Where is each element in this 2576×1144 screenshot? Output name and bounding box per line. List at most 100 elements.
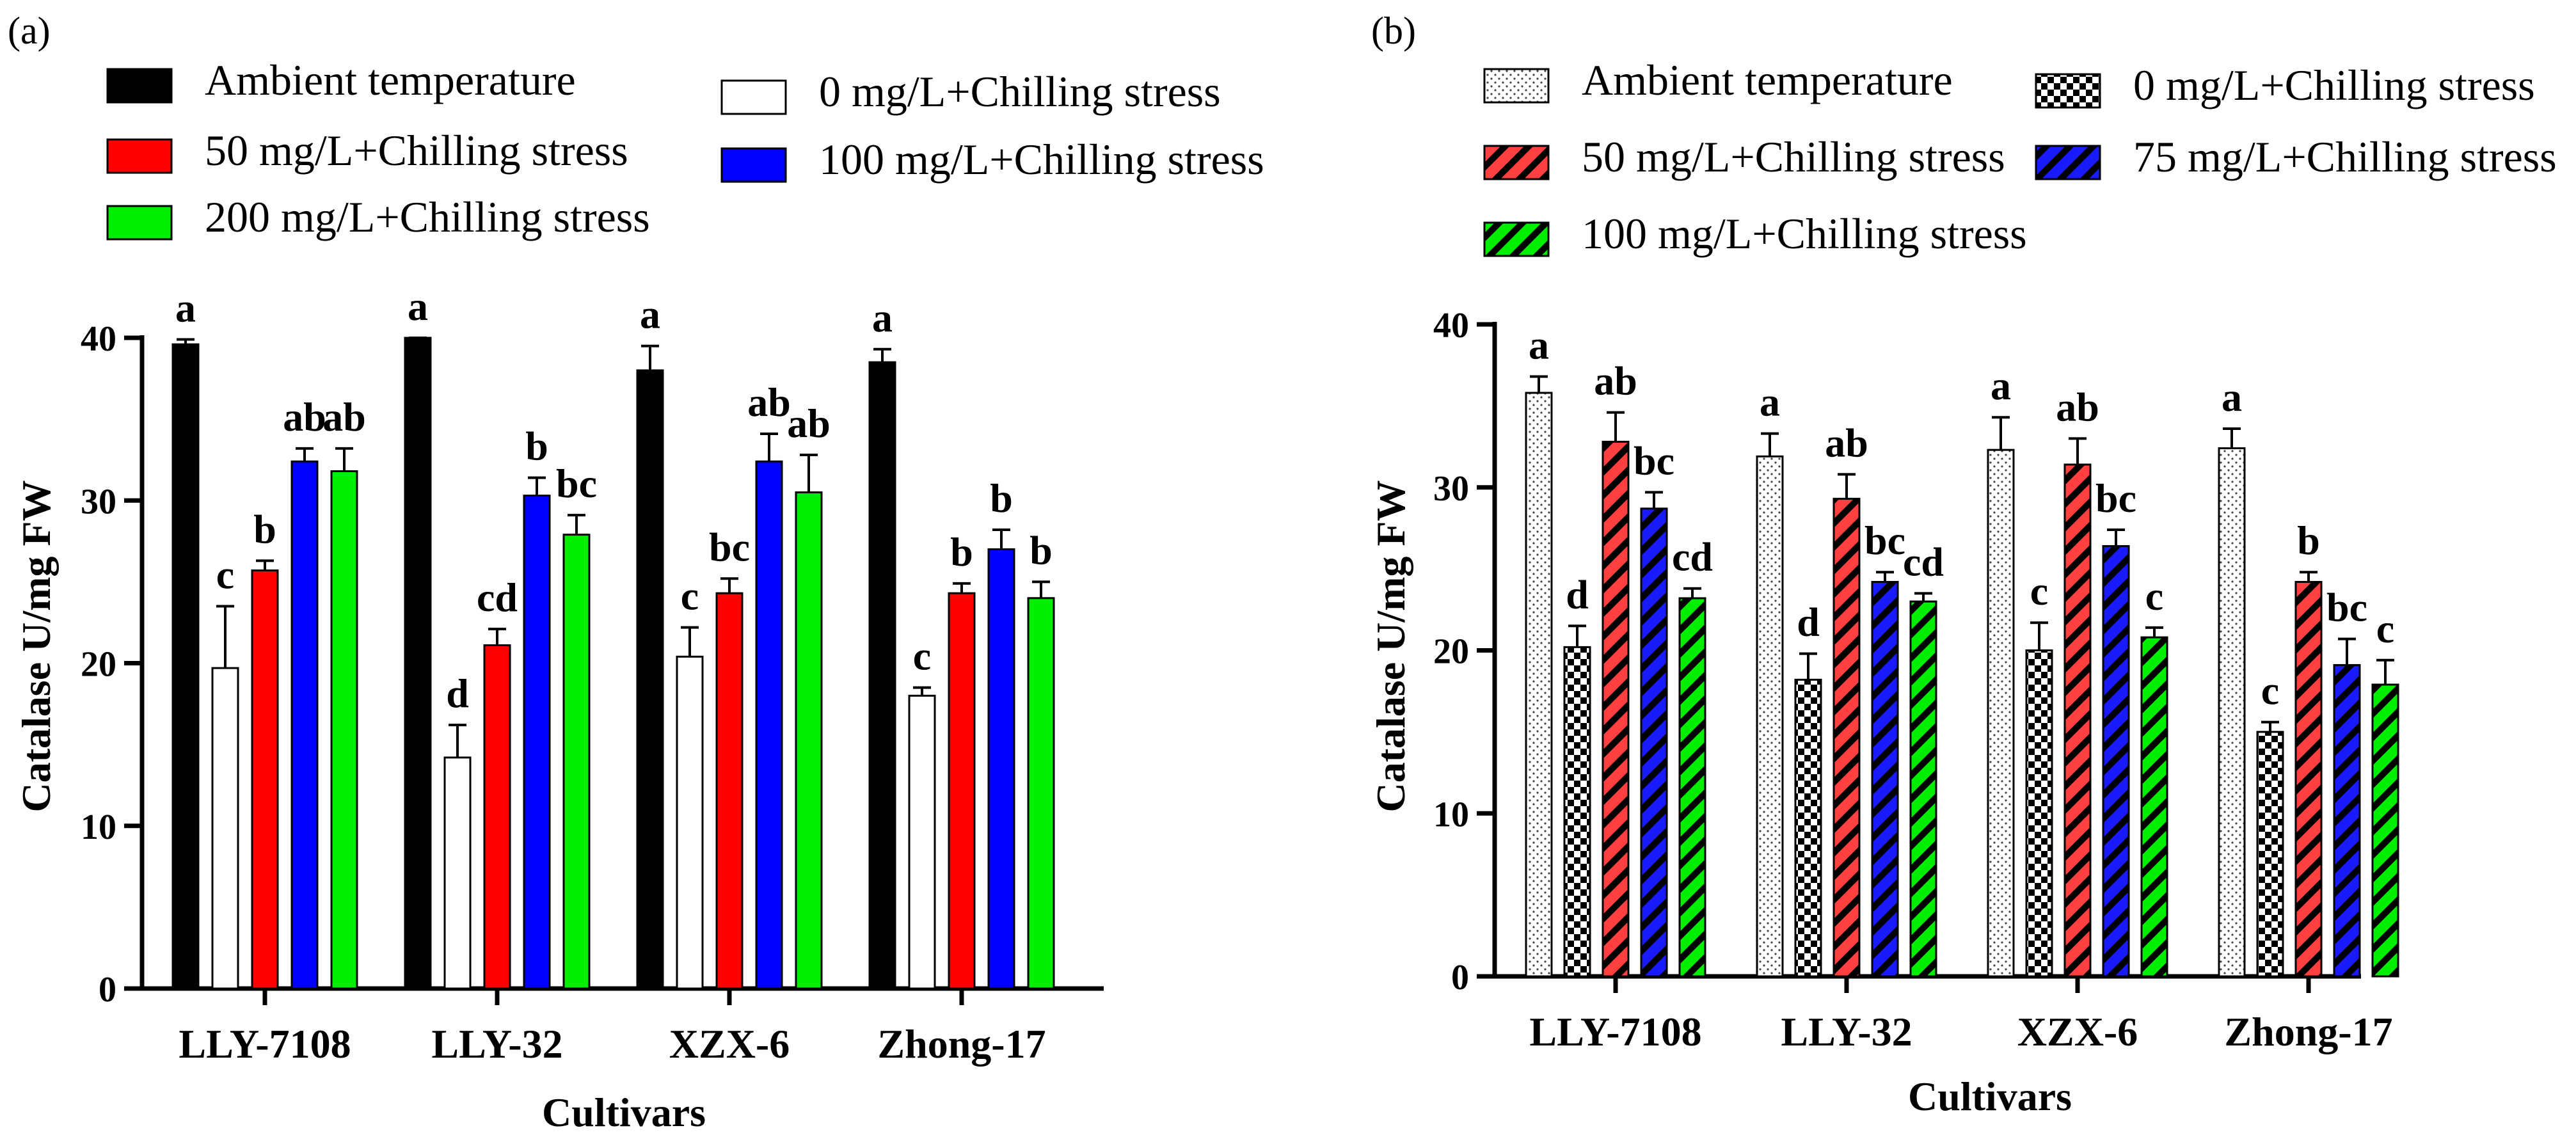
- category-label: LLY-7108: [1529, 1009, 1701, 1054]
- panel-b: (b) Ambient temperature 0 mg/L+Chilling s…: [1368, 10, 2557, 1119]
- significance-letter: a: [1529, 322, 1549, 368]
- bar-LLY-32-1: [1794, 678, 1822, 978]
- significance-letter: b: [1030, 527, 1053, 573]
- category-label: LLY-32: [1781, 1009, 1912, 1054]
- panel-a: (a) Ambient temperature 0 mg/L+Chilling s…: [8, 10, 1264, 1135]
- bar-Zhong-17-1: [2256, 731, 2284, 978]
- bar-Zhong-17-4: [2371, 683, 2399, 978]
- significance-letter: d: [446, 671, 469, 716]
- legend-label: 50 mg/L+Chilling stress: [205, 126, 628, 175]
- bar-XZX-6-4: [2140, 636, 2168, 978]
- significance-letter: c: [2261, 668, 2279, 713]
- bar-XZX-6-3: [755, 460, 783, 990]
- legend-label: 100 mg/L+Chilling stress: [1582, 209, 2027, 258]
- y-axis-title-b: Catalase U/mg FW: [1368, 480, 1413, 812]
- y-tick-label: 10: [1433, 795, 1469, 834]
- bar-Zhong-17-4: [1027, 597, 1055, 990]
- significance-letter: c: [2376, 606, 2394, 651]
- significance-letter: b: [950, 529, 973, 575]
- bar-Zhong-17-1: [908, 694, 936, 990]
- significance-letter: ab: [1825, 420, 1868, 465]
- legend-swatch: [720, 79, 787, 115]
- significance-letter: c: [913, 633, 931, 679]
- bar-XZX-6-2: [2063, 463, 2092, 978]
- significance-letter: ab: [1594, 358, 1637, 404]
- significance-letter: ab: [283, 394, 326, 440]
- legend-swatch: [1483, 68, 1550, 104]
- legend-swatch: [106, 68, 173, 104]
- category-label: Zhong-17: [2224, 1009, 2392, 1054]
- significance-letter: bc: [2095, 475, 2136, 521]
- significance-letter: a: [1760, 379, 1780, 425]
- significance-letter: ab: [787, 401, 831, 446]
- significance-letter: a: [2222, 374, 2242, 420]
- bar-LLY-32-2: [1833, 498, 1861, 978]
- significance-letter: bc: [1634, 438, 1674, 483]
- significance-letter: a: [1991, 363, 2011, 408]
- category-label: LLY-32: [431, 1021, 562, 1067]
- bar-XZX-6-2: [715, 592, 743, 990]
- significance-letter: bc: [709, 524, 750, 569]
- legend-label: 200 mg/L+Chilling stress: [205, 193, 650, 241]
- legend-label: 50 mg/L+Chilling stress: [1582, 132, 2005, 181]
- bar-LLY-7108-0: [171, 343, 200, 990]
- legend-label: Ambient temperature: [205, 56, 576, 104]
- significance-letter: a: [640, 292, 660, 337]
- legend-label: 100 mg/L+Chilling stress: [819, 135, 1264, 184]
- significance-letter: a: [175, 285, 196, 331]
- bar-LLY-7108-4: [1678, 597, 1706, 978]
- significance-letter: b: [2297, 518, 2320, 563]
- legend-label: 0 mg/L+Chilling stress: [2133, 61, 2535, 109]
- legend-swatch: [106, 205, 173, 241]
- bar-XZX-6-4: [795, 491, 823, 990]
- bar-LLY-7108-3: [290, 460, 319, 990]
- significance-letter: c: [216, 552, 234, 598]
- legend-swatch: [2035, 73, 2101, 109]
- y-tick-label: 30: [1433, 469, 1469, 509]
- y-tick-label: 10: [81, 807, 116, 847]
- category-label: LLY-7108: [179, 1021, 351, 1067]
- y-tick-label: 20: [81, 645, 116, 685]
- legend-swatch: [1483, 221, 1550, 257]
- legend-swatch: [720, 147, 787, 183]
- bar-XZX-6-1: [2025, 649, 2053, 978]
- panel-a-label: (a): [8, 10, 51, 52]
- y-tick-label: 0: [1451, 958, 1469, 997]
- bar-Zhong-17-0: [868, 361, 896, 990]
- bar-LLY-7108-1: [211, 667, 239, 990]
- bar-LLY-32-0: [404, 337, 432, 990]
- bar-LLY-32-4: [562, 534, 591, 990]
- bar-XZX-6-0: [1987, 449, 2015, 978]
- category-label: Zhong-17: [877, 1021, 1046, 1067]
- x-axis-title-a: Cultivars: [542, 1090, 706, 1135]
- bar-LLY-7108-1: [1563, 646, 1591, 978]
- bar-LLY-7108-2: [251, 569, 279, 990]
- bar-LLY-32-3: [1871, 581, 1899, 978]
- y-tick-label: 0: [99, 970, 116, 1010]
- bar-LLY-32-2: [483, 644, 511, 990]
- significance-letter: cd: [1672, 534, 1713, 580]
- significance-letter: c: [2030, 568, 2048, 614]
- significance-letter: b: [990, 475, 1013, 521]
- y-tick-label: 40: [1433, 306, 1469, 346]
- bar-LLY-32-4: [1909, 600, 1937, 978]
- bar-LLY-32-0: [1756, 455, 1784, 978]
- bar-Zhong-17-0: [2218, 447, 2246, 978]
- y-axis-title-a: Catalase U/mg FW: [13, 480, 59, 812]
- significance-letter: bc: [556, 461, 597, 506]
- y-tick-label: 30: [81, 482, 116, 521]
- bar-LLY-7108-3: [1640, 507, 1668, 978]
- significance-letter: ab: [322, 394, 366, 440]
- bar-Zhong-17-3: [2333, 663, 2361, 978]
- y-tick-label: 20: [1433, 632, 1469, 672]
- bar-XZX-6-1: [676, 655, 704, 990]
- significance-letter: cd: [477, 575, 518, 620]
- legend-swatch: [1483, 145, 1550, 180]
- significance-letter: a: [408, 283, 428, 329]
- bar-Zhong-17-3: [987, 548, 1015, 990]
- significance-letter: d: [1797, 600, 1820, 645]
- bar-Zhong-17-2: [2294, 581, 2323, 978]
- bar-Zhong-17-2: [948, 592, 976, 990]
